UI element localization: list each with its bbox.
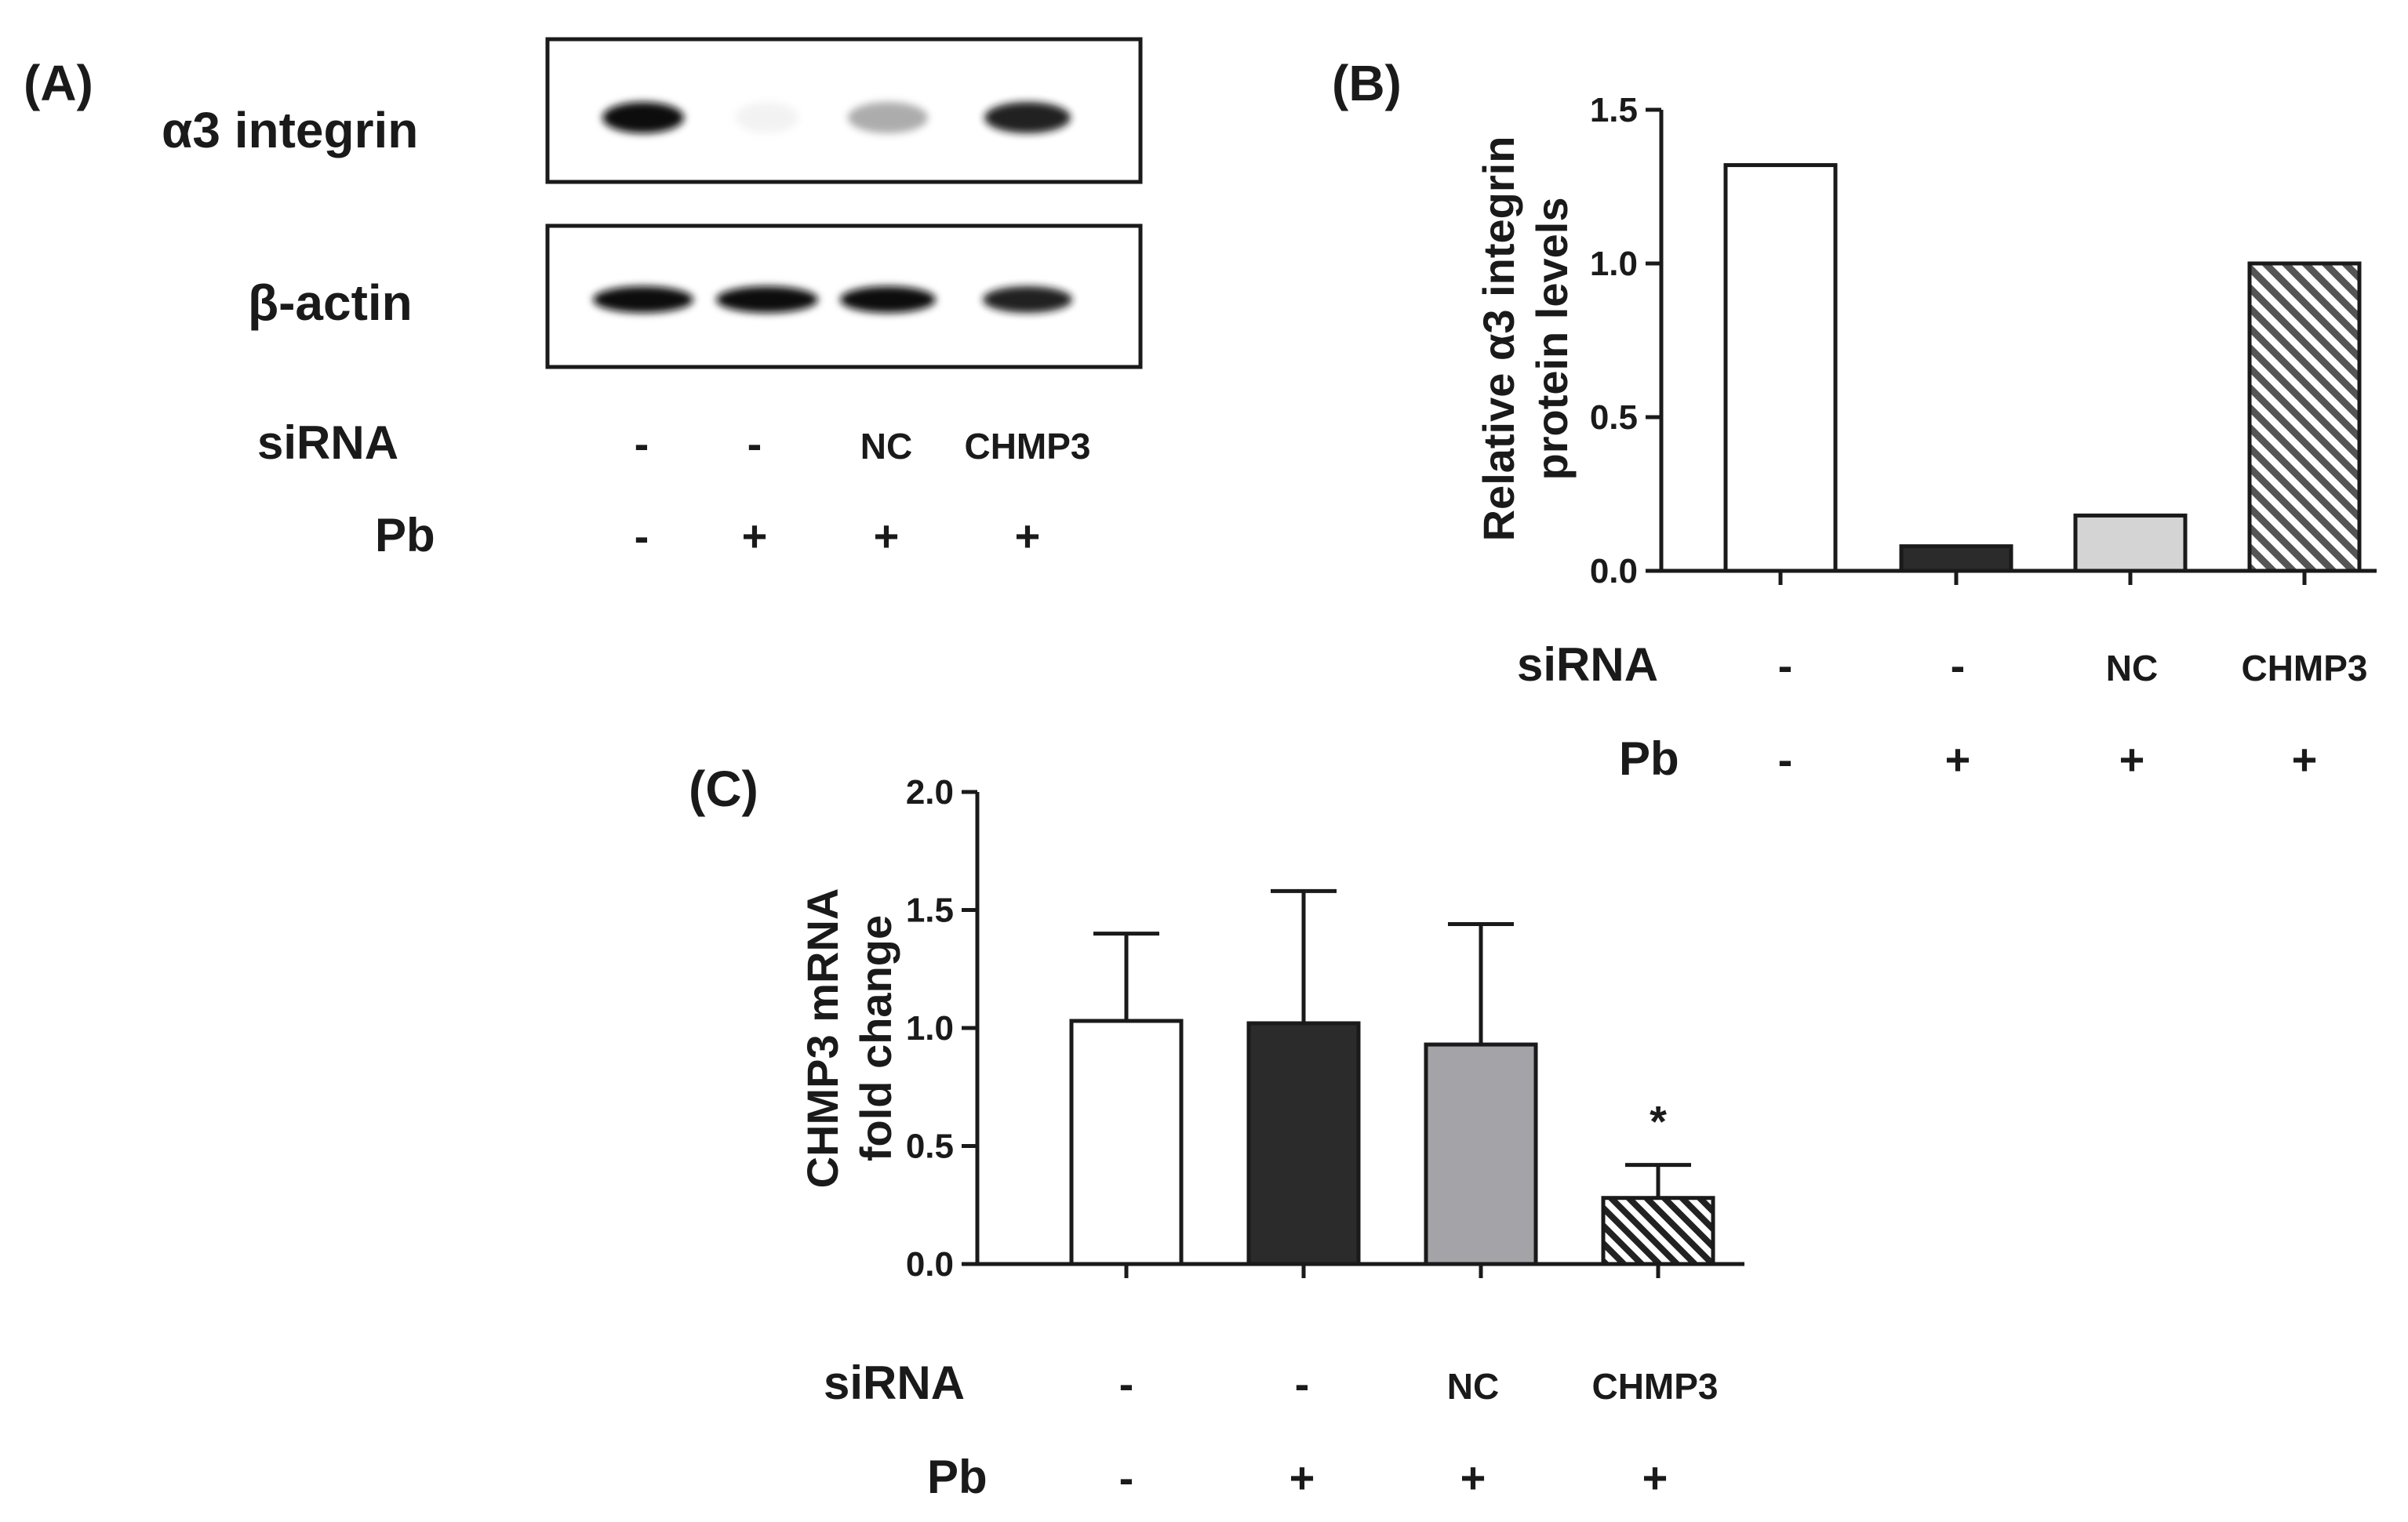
pb-value-3: + [2119,735,2145,784]
sirna-value-3: NC [1447,1366,1499,1407]
panel-c-ytick-label-4: 2.0 [906,773,954,812]
panel-c-ytick-label-3: 1.5 [906,892,954,930]
panel-c-ylabel-line-2: fold change [851,915,900,1161]
sirna-value-2: - [1295,1359,1310,1408]
panel-b-chart: 0.0 0.5 1.0 1.5 [1590,91,2377,590]
panel-a-conditions: - - NC CHMP3 - + + + [635,419,1091,561]
panel-c-ytick-label-0: 0.0 [906,1245,954,1284]
blot-label-alpha3-integrin: α3 integrin [162,102,418,158]
panel-c-chart: 0.0 0.5 1.0 1.5 2.0 * [906,773,1744,1284]
pb-value-3: + [874,511,900,561]
panel-b-ytick-label-3: 1.5 [1590,91,1638,129]
pb-value-3: + [1460,1453,1486,1502]
panel-a-letter: (A) [24,55,93,111]
sirna-value-2: - [747,419,762,468]
panel-b-ytick-label-1: 0.5 [1590,398,1638,437]
panel-c-sirna-label: siRNA [824,1357,965,1409]
panel-c-ytick-label-2: 1.0 [906,1009,954,1048]
pb-value-2: + [1289,1453,1315,1502]
panel-c-ylabel-line-1: CHMP3 mRNA [798,888,847,1189]
panel-c-letter: (C) [689,761,758,817]
panel-c-bar-3 [1424,1042,1538,1266]
panel-a-pb-label: Pb [375,509,435,561]
blot-label-beta-actin: β-actin [248,274,413,331]
panel-a-sirna-label: siRNA [257,416,398,469]
significance-asterisk: * [1650,1097,1667,1146]
blot-band-lane-2 [736,102,798,133]
panel-b-bar-3 [2073,513,2188,573]
sirna-value-4: CHMP3 [2241,648,2367,688]
pb-value-1: - [1778,735,1793,784]
pb-value-1: - [635,511,649,561]
panel-c-bar-1 [1069,1019,1184,1266]
panel-b-ytick-label-2: 1.0 [1590,245,1638,283]
panel-b: (B) Relative α3 integrin protein levels … [1332,55,2377,785]
pb-value-2: + [1945,735,1971,784]
pb-value-4: + [1015,511,1041,561]
sirna-value-3: NC [860,426,912,467]
panel-c-ytick-label-1: 0.5 [906,1128,954,1166]
blot-band-lane-2 [716,286,818,313]
panel-b-ylabel-line-2: protein levels [1527,197,1577,480]
blot-band-lane-3 [840,286,936,313]
pb-value-4: + [1642,1453,1668,1502]
sirna-value-2: - [1951,641,1966,690]
panel-a: (A) α3 integrin β-actin siRNA Pb - - NC CHM… [24,37,1143,561]
panel-b-conditions: - - NC CHMP3 - + + + [1778,641,2368,784]
sirna-value-1: - [1119,1359,1134,1408]
panel-b-ylabel-line-1: Relative α3 integrin [1474,136,1523,542]
blot-band-lane-3 [848,102,928,133]
sirna-value-4: CHMP3 [1591,1366,1718,1407]
panel-b-letter: (B) [1332,55,1402,111]
blot-bands-alpha3-integrin [602,102,1071,133]
sirna-value-3: NC [2106,648,2158,688]
blot-bands-beta-actin [593,286,1072,313]
blot-band-lane-4 [984,102,1071,133]
panel-c-bar-2 [1246,1021,1361,1266]
panel-b-bar-1 [1723,163,1838,573]
sirna-value-1: - [635,419,649,468]
sirna-value-4: CHMP3 [964,426,1090,467]
panel-c: (C) CHMP3 mRNA fold change 0.0 0.5 1.0 1.5 2… [689,761,1744,1503]
panel-b-ytick-label-0: 0.0 [1590,552,1638,590]
panel-c-conditions: - - NC CHMP3 - + + + [1119,1359,1719,1502]
panel-b-pb-label: Pb [1619,732,1679,785]
sirna-value-1: - [1778,641,1793,690]
blot-band-lane-1 [602,102,684,133]
pb-value-1: - [1119,1453,1134,1502]
panel-c-bar-4 [1601,1196,1715,1266]
pb-value-2: + [742,511,768,561]
panel-b-bar-2 [1899,544,2013,573]
pb-value-4: + [2292,735,2318,784]
blot-band-lane-4 [983,286,1072,313]
panel-b-sirna-label: siRNA [1517,638,1658,691]
panel-c-pb-label: Pb [927,1451,988,1503]
panel-b-bar-4 [2247,261,2362,573]
blot-band-lane-1 [593,286,693,313]
